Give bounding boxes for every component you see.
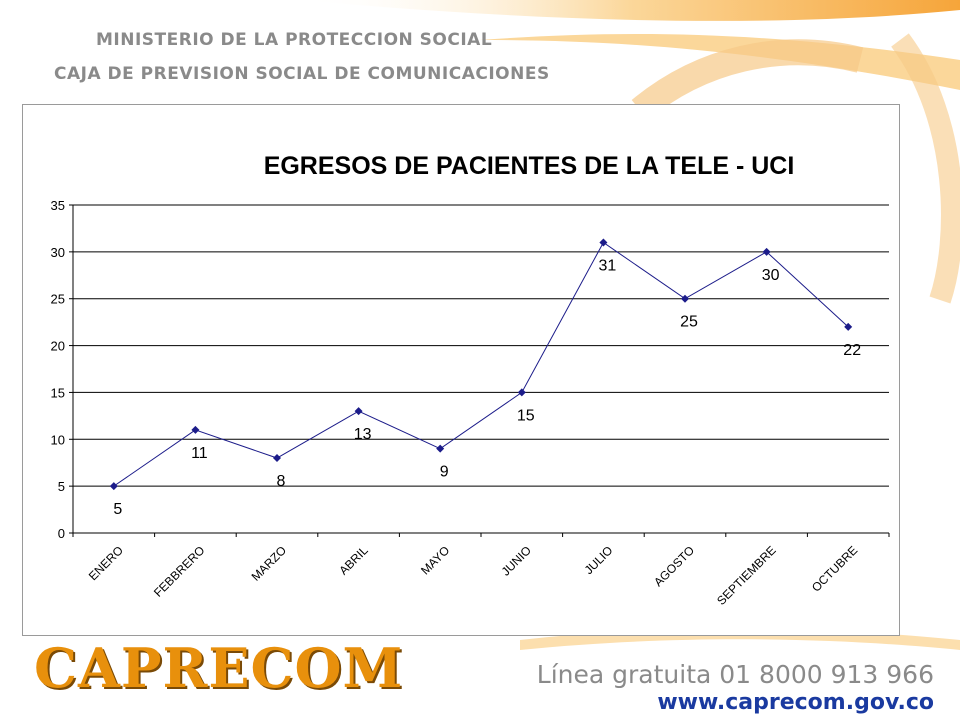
caprecom-logo: CAPRECOM [34, 636, 404, 700]
y-tick-labels: 0 5 10 15 20 25 30 35 [51, 198, 65, 541]
data-label: 30 [762, 267, 780, 284]
y-tick-label: 20 [51, 339, 65, 354]
x-tick-label: JULIO [582, 543, 616, 577]
data-point [354, 407, 363, 416]
data-point [109, 482, 118, 491]
hotline-text: Línea gratuita 01 8000 913 966 [536, 660, 934, 689]
data-labels: 5 11 8 13 9 15 31 25 30 22 [113, 257, 861, 518]
data-label: 9 [440, 464, 449, 481]
y-tick-label: 35 [51, 198, 65, 213]
agency-title: CAJA DE PREVISION SOCIAL DE COMUNICACION… [54, 64, 550, 84]
x-tick-label: JUNIO [499, 543, 534, 578]
chart-frame: EGRESOS DE PACIENTES DE LA TELE - UCI 0 5… [22, 104, 900, 636]
chart-title: EGRESOS DE PACIENTES DE LA TELE - UCI [264, 152, 795, 180]
x-tick-labels: ENERO FEBBRERO MARZO ABRIL MAYO JUNIO JULIO AGO… [86, 543, 860, 608]
x-tick-label: FEBBRERO [151, 543, 208, 600]
data-point [273, 454, 281, 463]
data-label: 31 [599, 257, 617, 274]
y-tick-label: 30 [51, 245, 65, 260]
series [109, 238, 853, 491]
y-tick-label: 15 [51, 385, 65, 400]
data-label: 15 [517, 407, 535, 424]
x-tick-label: ABRIL [336, 543, 371, 578]
data-point [191, 425, 200, 434]
data-point [762, 247, 771, 256]
data-point [844, 322, 853, 331]
axes [69, 204, 890, 537]
y-tick-label: 10 [51, 432, 65, 447]
data-label: 13 [354, 426, 372, 443]
data-label: 5 [113, 501, 122, 518]
ministry-title: MINISTERIO DE LA PROTECCION SOCIAL [96, 30, 493, 50]
data-point [599, 238, 608, 247]
data-point [436, 444, 445, 453]
line-chart: EGRESOS DE PACIENTES DE LA TELE - UCI 0 5… [51, 152, 890, 608]
grid-lines [73, 204, 889, 487]
data-label: 11 [191, 445, 208, 462]
x-tick-label: OCTUBRE [809, 543, 860, 594]
series-line [113, 241, 849, 487]
x-tick-label: MARZO [249, 543, 290, 584]
data-label: 22 [843, 342, 861, 359]
x-tick-label: MAYO [418, 543, 452, 577]
data-point [517, 388, 526, 397]
x-tick-label: ENERO [86, 543, 126, 583]
website-link[interactable]: www.caprecom.gov.co [657, 690, 934, 715]
y-tick-label: 0 [58, 526, 65, 541]
data-label: 8 [277, 473, 286, 490]
y-tick-label: 5 [58, 479, 65, 494]
y-tick-label: 25 [51, 292, 65, 307]
x-tick-label: SEPTIEMBRE [714, 543, 779, 608]
data-label: 25 [680, 314, 698, 331]
x-tick-label: AGOSTO [651, 543, 697, 589]
data-point [681, 294, 689, 303]
